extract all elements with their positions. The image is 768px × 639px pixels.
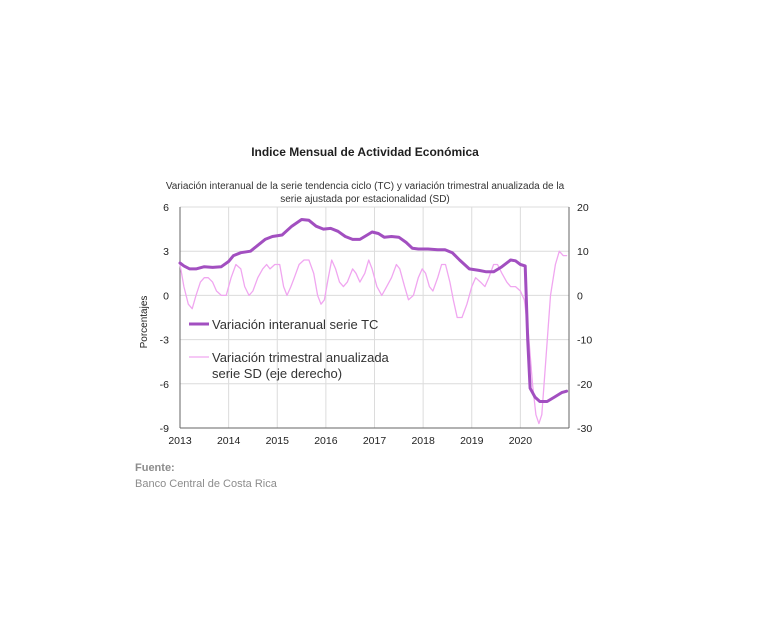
x-tick-label: 2014 xyxy=(217,435,241,447)
chart-subtitle-line-2: serie ajustada por estacionalidad (SD) xyxy=(280,194,450,205)
chart-title: Indice Mensual de Actividad Económica xyxy=(251,145,479,159)
x-tick-label: 2020 xyxy=(509,435,533,447)
x-tick-label: 2019 xyxy=(460,435,484,447)
x-tick-label: 2016 xyxy=(314,435,338,447)
right-axis-ticks: 20 10 0 -10 -20 -30 xyxy=(577,202,592,435)
source-heading: Fuente: xyxy=(135,462,175,474)
legend-label-sd-line-1: Variación trimestral anualizada serie SD… xyxy=(212,350,392,381)
x-tick-label: 2018 xyxy=(411,435,435,447)
left-tick-label: 3 xyxy=(163,246,169,258)
series-line-tc xyxy=(178,218,569,403)
source-text: Banco Central de Costa Rica xyxy=(135,478,277,490)
y-axis-label: Porcentajes xyxy=(139,296,150,349)
x-tick-label: 2017 xyxy=(363,435,387,447)
x-tick-label: 2013 xyxy=(168,435,192,447)
right-tick-label: -30 xyxy=(577,423,592,435)
left-tick-label: -6 xyxy=(160,379,169,391)
right-tick-label: -10 xyxy=(577,335,592,347)
legend: Variación interanual serie TC Variación … xyxy=(189,317,392,381)
left-tick-label: -3 xyxy=(160,335,169,347)
left-tick-label: -9 xyxy=(160,423,169,435)
x-axis-ticks: 2013 2014 2015 2016 2017 2018 2019 2020 xyxy=(168,435,532,447)
left-tick-label: 6 xyxy=(163,202,169,214)
series-layer xyxy=(178,218,569,425)
right-tick-label: 20 xyxy=(577,202,589,214)
legend-label-tc: Variación interanual serie TC xyxy=(212,317,378,332)
legend-label-sd-part-1: Variación trimestral anualizada xyxy=(212,350,390,365)
chart-subtitle-line-1: Variación interanual de la serie tendenc… xyxy=(166,181,565,192)
left-tick-label: 0 xyxy=(163,290,169,302)
right-tick-label: 10 xyxy=(577,246,589,258)
axes xyxy=(179,207,570,429)
x-tick-label: 2015 xyxy=(266,435,290,447)
left-axis-ticks: 6 3 0 -3 -6 -9 xyxy=(160,202,170,435)
legend-label-sd-part-2: serie SD (eje derecho) xyxy=(212,366,342,381)
series-line-sd xyxy=(179,250,568,425)
right-tick-label: 0 xyxy=(577,290,583,302)
right-tick-label: -20 xyxy=(577,379,592,391)
